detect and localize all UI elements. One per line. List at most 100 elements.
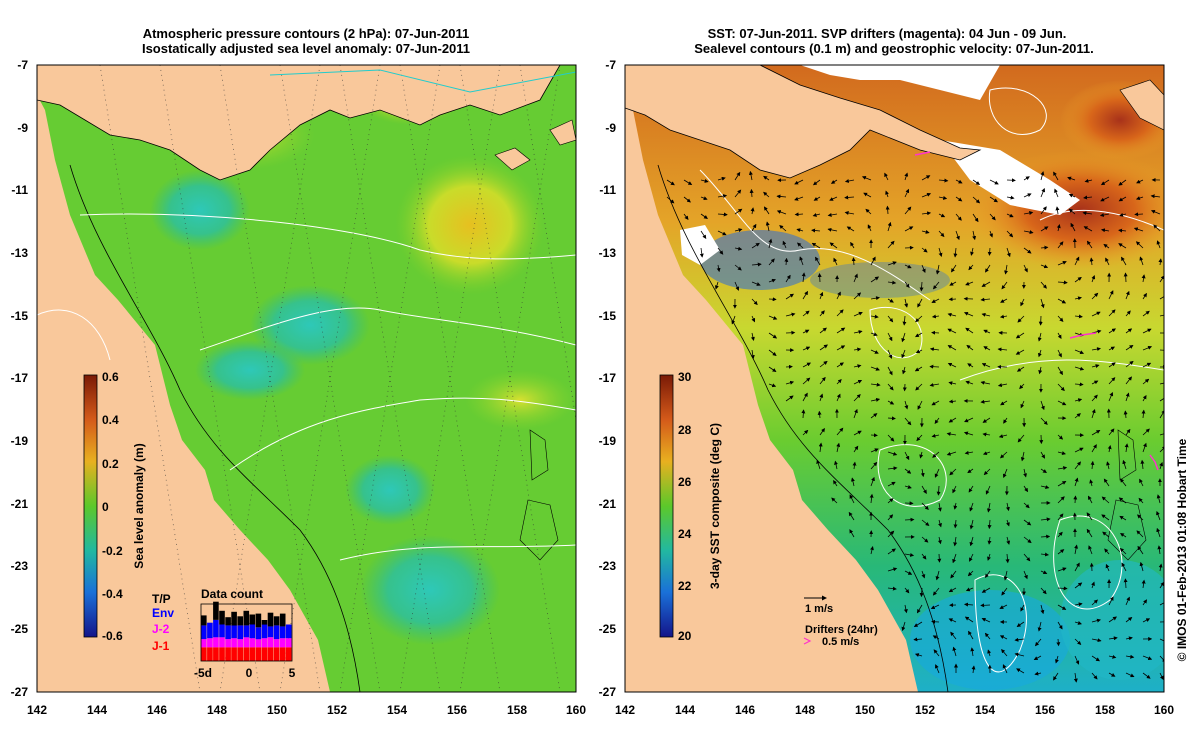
velocity-arrow-icon [887,481,896,487]
velocity-arrow-icon [913,637,923,642]
velocity-arrow-icon [1037,349,1042,358]
velocity-arrow-icon [815,256,821,266]
velocity-arrow-icon [1057,332,1062,339]
left-pressure-contour [199,307,576,351]
velocity-arrow-icon [1057,586,1068,591]
velocity-arrow-icon [1074,413,1081,419]
velocity-arrow-icon [947,345,957,351]
velocity-arrow-icon [887,221,892,232]
drifter-scale-label: 0.5 m/s [822,636,859,648]
velocity-arrow-icon [999,635,1008,640]
velocity-arrow-icon [1000,451,1008,459]
velocity-arrow-icon [1120,532,1127,538]
velocity-arrow-icon [1083,195,1093,200]
velocity-arrow-icon [948,417,957,423]
right-sealevel-contour [1039,209,1164,231]
velocity-arrow-icon [1108,616,1117,623]
velocity-arrow-icon [1040,206,1047,215]
velocity-arrow-icon [1040,187,1046,198]
left-title-line2: Isostatically adjusted sea level anomaly… [142,41,470,56]
velocity-arrow-icon [1083,226,1093,232]
velocity-arrow-icon [796,228,804,233]
velocity-arrow-icon [1082,211,1093,216]
right-x-tick: 156 [1035,703,1055,717]
velocity-arrow-icon [1091,292,1099,300]
velocity-arrow-icon [1001,281,1008,290]
velocity-arrow-icon [801,272,806,283]
velocity-arrow-icon [1108,654,1117,659]
velocity-arrow-icon [870,296,880,301]
velocity-arrow-icon [965,380,974,385]
right-sealevel-contour [988,87,1047,135]
right-sealevel-contour [959,359,1164,381]
velocity-arrow-icon [1057,400,1067,406]
left-colorbar-tick: 0.4 [102,413,119,427]
velocity-arrow-icon [981,312,991,317]
velocity-arrow-icon [930,604,940,609]
velocity-arrow-icon [683,179,693,186]
data-count-bar-j-2 [225,639,231,648]
velocity-arrow-icon [968,485,974,493]
velocity-arrow-icon [1034,638,1042,647]
velocity-arrow-icon [921,175,931,181]
velocity-arrow-icon [887,240,895,249]
velocity-arrow-icon [1108,428,1115,436]
velocity-arrow-icon [1123,272,1128,283]
velocity-arrow-icon [734,189,742,198]
data-count-bar-j-2 [255,639,262,648]
left-y-axis: -7 -9 -11 -13 -15 -17 -19 -21 -23 -25 -2… [11,58,29,699]
velocity-arrow-icon [887,400,895,405]
right-colorbar-label: 3-day SST composite (deg C) [708,423,722,589]
velocity-arrow-icon [937,553,942,563]
velocity-arrow-icon [887,366,893,376]
velocity-arrow-icon [731,315,736,325]
left-x-tick: 154 [387,703,407,717]
velocity-arrow-icon [903,604,908,614]
velocity-arrow-icon [1014,637,1025,642]
data-count-bar-j-1 [267,647,274,661]
left-y-tick: -7 [17,58,28,72]
left-y-tick: -13 [11,246,29,260]
velocity-arrow-icon [833,480,838,487]
velocity-arrow-icon [802,346,811,351]
velocity-arrow-icon [716,264,721,273]
velocity-arrow-icon [1057,604,1067,610]
data-count-bar-j-1 [213,647,219,661]
velocity-arrow-icon [916,434,923,442]
velocity-arrow-icon [1091,672,1098,680]
velocity-arrow-icon [817,273,822,283]
velocity-arrow-icon [913,621,923,628]
velocity-arrow-icon [921,553,927,560]
velocity-arrow-icon [887,451,898,456]
left-x-tick: 148 [207,703,227,717]
velocity-arrow-icon [750,207,755,215]
velocity-arrow-icon [938,230,945,238]
velocity-arrow-icon [1091,380,1099,385]
data-count-bar-j-2 [237,639,243,648]
velocity-arrow-icon [717,247,724,255]
right-y-tick: -21 [599,497,617,511]
right-y-tick: -19 [599,434,617,448]
velocity-arrow-icon [952,553,957,564]
right-colorbar-tick: 28 [678,423,692,437]
velocity-arrow-icon [904,298,909,308]
velocity-arrow-icon [1040,226,1049,232]
velocity-arrow-icon [1091,364,1100,368]
velocity-arrow-icon [921,536,929,543]
right-x-tick: 154 [975,703,995,717]
left-coast-line [269,69,576,93]
right-colorbar-tick: 26 [678,475,692,489]
left-anomaly-mid [465,370,575,430]
velocity-arrow-icon [865,208,872,215]
velocity-arrow-icon [1057,466,1068,471]
left-y-tick: -25 [11,622,29,636]
velocity-arrow-icon [1057,260,1067,266]
velocity-arrow-icon [811,228,821,233]
velocity-arrow-icon [948,381,957,386]
velocity-arrow-icon [785,312,796,317]
velocity-arrow-icon [1057,531,1063,538]
velocity-arrow-icon [1153,224,1161,232]
left-altimeter-tracks [99,65,576,692]
left-x-axis: 142 144 146 148 150 152 154 156 158 160 [27,703,586,717]
velocity-arrow-icon [1159,638,1164,642]
